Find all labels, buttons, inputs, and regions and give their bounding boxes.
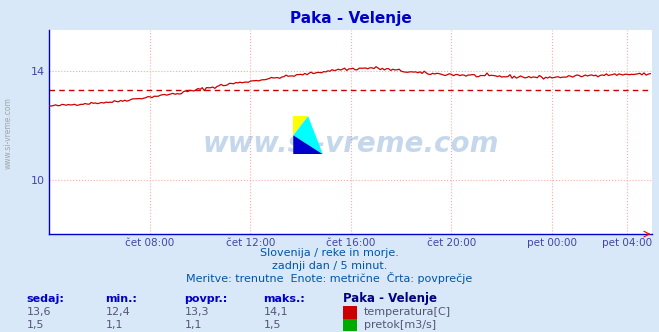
Text: 1,5: 1,5 bbox=[26, 320, 44, 330]
Text: maks.:: maks.: bbox=[264, 294, 305, 304]
Text: 14,1: 14,1 bbox=[264, 307, 288, 317]
Text: 12,4: 12,4 bbox=[105, 307, 130, 317]
Text: pretok[m3/s]: pretok[m3/s] bbox=[364, 320, 436, 330]
Text: Paka - Velenje: Paka - Velenje bbox=[343, 292, 437, 305]
Polygon shape bbox=[293, 116, 308, 135]
Title: Paka - Velenje: Paka - Velenje bbox=[290, 11, 412, 26]
Text: 13,6: 13,6 bbox=[26, 307, 51, 317]
Polygon shape bbox=[293, 116, 323, 154]
Text: 13,3: 13,3 bbox=[185, 307, 209, 317]
Text: Slovenija / reke in morje.: Slovenija / reke in morje. bbox=[260, 248, 399, 258]
Text: 1,1: 1,1 bbox=[185, 320, 202, 330]
Text: 1,5: 1,5 bbox=[264, 320, 281, 330]
Text: povpr.:: povpr.: bbox=[185, 294, 228, 304]
Text: www.si-vreme.com: www.si-vreme.com bbox=[3, 97, 13, 169]
Text: www.si-vreme.com: www.si-vreme.com bbox=[203, 130, 499, 158]
Text: sedaj:: sedaj: bbox=[26, 294, 64, 304]
Text: min.:: min.: bbox=[105, 294, 137, 304]
Polygon shape bbox=[293, 135, 323, 154]
Text: zadnji dan / 5 minut.: zadnji dan / 5 minut. bbox=[272, 261, 387, 271]
Text: Meritve: trenutne  Enote: metrične  Črta: povprečje: Meritve: trenutne Enote: metrične Črta: … bbox=[186, 272, 473, 284]
Text: temperatura[C]: temperatura[C] bbox=[364, 307, 451, 317]
Text: 1,1: 1,1 bbox=[105, 320, 123, 330]
